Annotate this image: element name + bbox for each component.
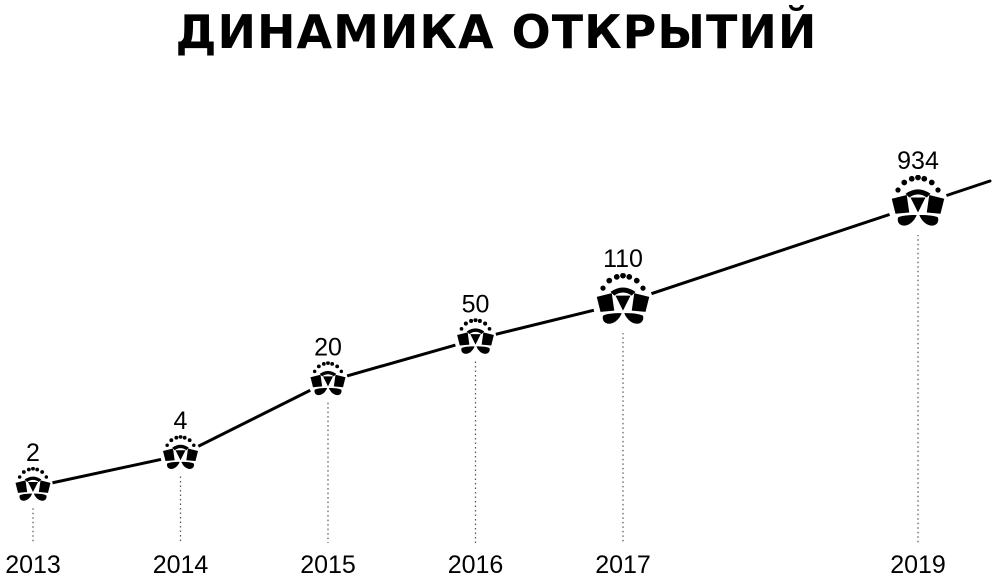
value-label-2019: 934 — [897, 147, 939, 175]
value-labels: 2 4 20 50 110 934 — [26, 147, 939, 467]
value-label-2017: 110 — [603, 245, 643, 273]
value-label-2016: 50 — [462, 290, 490, 318]
x-tick-label-2013: 2013 — [5, 551, 61, 578]
chart-title: ДИНАМИКА ОТКРЫТИЙ — [175, 5, 818, 59]
data-point-2013 — [13, 467, 53, 507]
x-tick-labels: 2013 2014 2015 2016 2017 2019 — [5, 551, 946, 578]
data-markers — [13, 175, 948, 507]
value-label-2013: 2 — [26, 439, 40, 467]
data-point-2016 — [454, 318, 497, 361]
value-label-2014: 4 — [174, 407, 188, 435]
data-point-2014 — [160, 435, 201, 476]
x-tick-label-2019: 2019 — [890, 551, 946, 578]
x-tick-label-2016: 2016 — [448, 551, 504, 578]
guide-lines — [32, 230, 919, 543]
x-tick-label-2015: 2015 — [300, 551, 356, 578]
value-label-2015: 20 — [314, 333, 342, 361]
data-point-2017 — [593, 273, 653, 334]
data-point-2019 — [888, 175, 948, 235]
x-tick-label-2014: 2014 — [153, 551, 209, 578]
x-tick-label-2017: 2017 — [595, 551, 651, 578]
data-point-2015 — [308, 361, 348, 402]
